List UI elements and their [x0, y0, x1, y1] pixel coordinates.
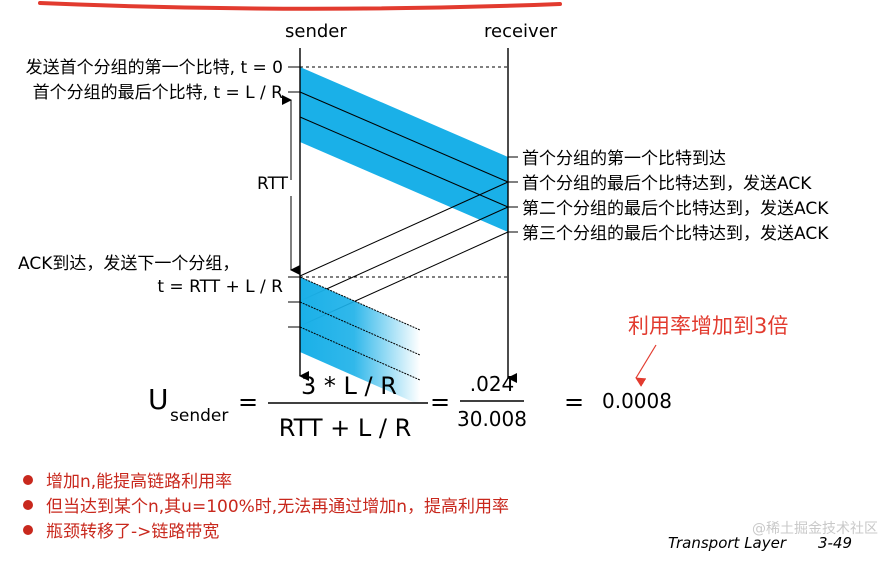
first-packet-band	[300, 67, 508, 232]
right-label-4: 第三个分组的最后个比特达到，发送ACK	[522, 224, 829, 244]
right-label-2: 首个分组的最后个比特达到，发送ACK	[522, 174, 812, 194]
bullet-dot-3	[23, 525, 33, 535]
bullet-3: 瓶颈转移了->链路带宽	[46, 522, 219, 542]
label-ack-arrive: ACK到达，发送下一个分组，	[18, 254, 239, 274]
footer-page: 3-49	[818, 534, 852, 552]
bullet-dot-2	[23, 500, 33, 510]
next-packet-edge-2	[299, 301, 421, 356]
right-label-3: 第二个分组的最后个比特达到，发送ACK	[522, 199, 829, 219]
label-rtt: RTT	[257, 174, 289, 194]
eq-u-sub: sender	[170, 406, 228, 426]
bullet-dot-1	[23, 475, 33, 485]
packet-edge-3	[299, 116, 509, 208]
receiver-header: receiver	[484, 21, 558, 42]
annotation-arrow	[635, 344, 657, 387]
right-label-1: 首个分组的第一个比特到达	[522, 149, 726, 169]
eq-numerator: 3 * L / R	[301, 372, 397, 400]
packet-edge-2	[299, 91, 509, 183]
eq-u: U	[148, 383, 169, 416]
next-packet-edge-1	[299, 276, 421, 331]
eq-equals-3: =	[564, 388, 584, 416]
footer-title: Transport Layer	[668, 534, 787, 552]
bullet-1: 增加n,能提高链路利用率	[46, 472, 232, 492]
top-red-stroke	[38, 1, 562, 11]
ack-line-2	[299, 206, 509, 302]
eq-equals-1: =	[238, 388, 258, 416]
sender-header: sender	[285, 21, 347, 42]
label-t0: 发送首个分组的第一个比特, t = 0	[26, 58, 283, 78]
label-t-rtt: t = RTT + L / R	[157, 277, 283, 297]
label-tlr: 首个分组的最后个比特, t = L / R	[33, 83, 284, 103]
next-packets-band	[300, 277, 420, 405]
ack-line-1	[299, 181, 509, 277]
utilization-annotation: 利用率增加到3倍	[628, 314, 788, 338]
bullet-2: 但当达到某个n,其u=100%时,无法再通过增加n，提高利用率	[46, 497, 509, 517]
eq-denominator-2: 30.008	[457, 407, 527, 431]
eq-result: 0.0008	[602, 389, 672, 413]
next-packet-edge-3	[299, 326, 421, 381]
eq-equals-2: =	[430, 388, 450, 416]
eq-denominator: RTT + L / R	[279, 414, 412, 442]
watermark: @稀土掘金技术社区	[752, 521, 878, 537]
eq-numerator-2: .024	[470, 372, 515, 396]
